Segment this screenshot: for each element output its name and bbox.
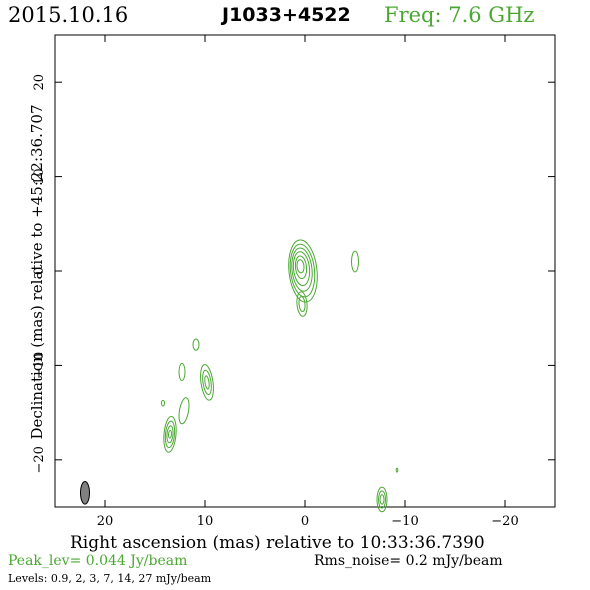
contour-component (163, 415, 177, 453)
contour-ring (296, 259, 305, 274)
contour-component (376, 486, 388, 513)
contour-ring (192, 338, 200, 351)
x-tick-label: −20 (491, 514, 518, 529)
contour-ring (202, 369, 212, 396)
x-tick-label: 20 (97, 514, 114, 529)
contour-ring (167, 430, 173, 439)
contour-ring (288, 239, 318, 303)
contour-component (296, 291, 308, 317)
y-tick-label: 20 (32, 74, 47, 91)
contour-ring (178, 363, 186, 382)
peak-level: Peak_lev= 0.044 Jy/beam (8, 553, 188, 569)
y-tick-label: 0 (32, 267, 47, 275)
axis-ticks (55, 35, 555, 507)
x-axis-label: Right ascension (mas) relative to 10:33:… (70, 533, 485, 553)
beam-layer (80, 481, 90, 505)
contour-ring (164, 420, 176, 448)
contour-component (178, 363, 186, 382)
contour-ring (298, 296, 306, 313)
y-axis-label: Declination (mas) relative to +45:22:36.… (28, 104, 46, 439)
contour-ring (379, 494, 385, 505)
contour-ring (178, 397, 190, 425)
contour-layer (161, 239, 399, 513)
contour-component (288, 239, 318, 303)
contour-ring (200, 364, 214, 401)
x-tick-label: 10 (197, 514, 214, 529)
y-tick-label: 10 (32, 168, 47, 185)
plot-frame (54, 34, 556, 508)
y-tick-label: −20 (32, 446, 47, 473)
contour-levels: Levels: 0.9, 2, 3, 7, 14, 27 mJy/beam (8, 572, 212, 585)
frequency-label: Freq: 7.6 GHz (384, 3, 535, 27)
contour-component (351, 250, 359, 273)
contour-ring (166, 425, 174, 444)
contour-ring (294, 255, 308, 280)
contour-ring (292, 251, 311, 287)
contour-component (200, 364, 214, 401)
contour-ring (378, 490, 386, 509)
contour-component (395, 467, 399, 473)
contour-ring (395, 467, 399, 473)
source-name: J1033+4522 (222, 4, 351, 26)
rms-noise: Rms_noise= 0.2 mJy/beam (314, 553, 503, 569)
contour-component (192, 338, 200, 351)
axis-tick-labels: 20 10 0 −10 −20 20 10 0 −10 −20 (32, 74, 519, 529)
contour-ring (376, 486, 388, 513)
contour-ring (204, 375, 210, 390)
x-tick-label: 0 (301, 514, 309, 529)
contour-ring (291, 247, 313, 292)
contour-ring (161, 399, 165, 407)
x-tick-label: −10 (391, 514, 418, 529)
contour-component (161, 399, 165, 407)
contour-ring (163, 415, 177, 453)
beam-ellipse (80, 481, 90, 505)
y-tick-label: −10 (32, 352, 47, 379)
contour-component (178, 397, 190, 425)
contour-ring (296, 291, 308, 317)
observation-date: 2015.10.16 (8, 3, 129, 27)
contour-ring (351, 250, 359, 273)
